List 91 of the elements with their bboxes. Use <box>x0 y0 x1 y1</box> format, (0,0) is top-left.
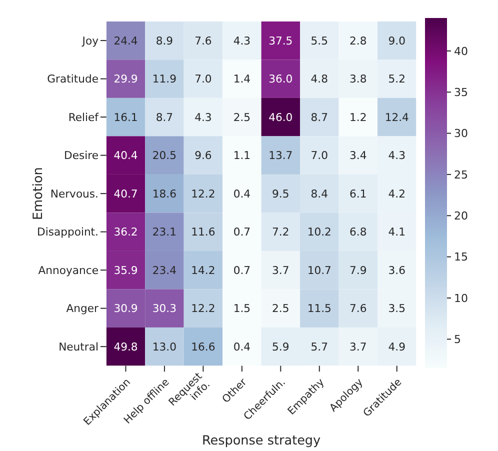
data-label: 49.8 <box>114 340 138 354</box>
x-axis-title: Response strategy <box>202 433 322 448</box>
data-label: 0.7 <box>233 226 251 239</box>
color-bar-label: 5 <box>454 333 462 346</box>
data-label: 13.0 <box>152 340 177 354</box>
data-label: 14.2 <box>191 264 216 277</box>
data-label: 7.6 <box>194 34 212 48</box>
data-label: 23.4 <box>152 264 177 277</box>
data-label: 30.3 <box>152 302 177 316</box>
data-label: 3.5 <box>388 302 406 316</box>
data-label: 8.7 <box>310 110 328 124</box>
color-bar-label: 15 <box>454 250 468 264</box>
data-label: 0.7 <box>233 264 251 277</box>
data-label: 30.9 <box>114 302 138 316</box>
color-bar-label: 35 <box>454 86 468 99</box>
data-label: 8.7 <box>156 110 174 124</box>
data-label: 0.4 <box>233 340 251 354</box>
data-label: 36.2 <box>114 226 138 239</box>
data-label: 1.1 <box>233 149 251 162</box>
data-label: 4.1 <box>388 226 406 239</box>
data-label: 7.9 <box>350 264 367 277</box>
data-label: 40.4 <box>114 149 138 162</box>
y-tick-label: Joy <box>81 34 100 48</box>
color-bar-label: 10 <box>454 292 468 305</box>
data-label: 11.6 <box>191 226 216 239</box>
data-label: 9.6 <box>194 149 212 162</box>
y-axis-title: Emotion <box>31 167 46 220</box>
data-label: 3.4 <box>350 149 367 162</box>
y-tick-label: Nervous. <box>50 187 98 200</box>
data-label: 23.1 <box>152 226 177 239</box>
y-tick-label: Desire <box>64 149 99 162</box>
color-bar-label: 25 <box>454 168 468 182</box>
data-label: 5.5 <box>310 34 328 48</box>
data-label: 40.7 <box>114 187 138 200</box>
color-bar-label: 30 <box>454 127 468 140</box>
data-label: 18.6 <box>152 187 177 200</box>
data-label: 46.0 <box>268 110 293 124</box>
y-tick-label: Neutral <box>58 340 98 354</box>
y-tick-label: Disappoint. <box>37 226 98 239</box>
data-label: 7.0 <box>310 149 328 162</box>
data-label: 7.0 <box>194 72 212 86</box>
y-tick-label: Anger <box>66 302 100 316</box>
data-label: 36.0 <box>268 72 293 86</box>
data-label: 2.5 <box>233 110 251 124</box>
data-label: 4.3 <box>194 110 212 124</box>
data-label: 29.9 <box>114 72 138 86</box>
data-label: 37.5 <box>268 34 293 48</box>
y-tick-label: Relief <box>68 110 100 124</box>
data-label: 6.1 <box>350 187 367 200</box>
data-label: 20.5 <box>152 149 177 162</box>
data-label: 12.4 <box>384 110 410 124</box>
data-label: 24.4 <box>114 34 138 48</box>
y-tick-label: Gratitude <box>47 72 99 86</box>
data-label: 11.9 <box>152 72 177 86</box>
data-label: 2.5 <box>272 302 290 316</box>
data-label: 7.2 <box>272 226 290 239</box>
data-label: 1.5 <box>233 302 251 316</box>
data-label: 6.8 <box>350 226 367 239</box>
data-label: 10.7 <box>307 264 332 277</box>
data-label: 3.8 <box>350 72 367 86</box>
data-label: 9.0 <box>388 34 406 48</box>
data-label: 16.1 <box>114 110 138 124</box>
data-label: 10.2 <box>307 226 332 239</box>
data-label: 4.3 <box>388 149 406 162</box>
data-label: 0.4 <box>233 187 251 200</box>
color-bar-label: 40 <box>454 44 468 58</box>
data-label: 13.7 <box>268 149 293 162</box>
data-label: 8.9 <box>156 34 174 48</box>
data-label: 1.2 <box>350 110 367 124</box>
data-label: 3.7 <box>272 264 290 277</box>
data-label: 5.7 <box>310 340 328 354</box>
data-label: 7.6 <box>350 302 367 316</box>
data-label: 35.9 <box>114 264 138 277</box>
color-bar-label: 20 <box>454 209 468 222</box>
data-label: 3.6 <box>388 264 406 277</box>
y-tick-label: Annoyance <box>38 264 99 277</box>
data-label: 1.4 <box>233 72 251 86</box>
data-label: 8.4 <box>310 187 328 200</box>
data-label: 12.2 <box>191 302 216 316</box>
data-label: 12.2 <box>191 187 216 200</box>
data-label: 11.5 <box>307 302 332 316</box>
data-label: 2.8 <box>350 34 367 48</box>
data-label: 4.2 <box>388 187 406 200</box>
data-label: 3.7 <box>350 340 367 354</box>
data-label: 4.9 <box>388 340 406 354</box>
data-label: 4.3 <box>233 34 251 48</box>
data-label: 5.9 <box>272 340 290 354</box>
data-label: 4.8 <box>310 72 328 86</box>
data-label: 5.2 <box>388 72 406 86</box>
data-label: 9.5 <box>272 187 290 200</box>
data-label: 16.6 <box>191 340 216 354</box>
